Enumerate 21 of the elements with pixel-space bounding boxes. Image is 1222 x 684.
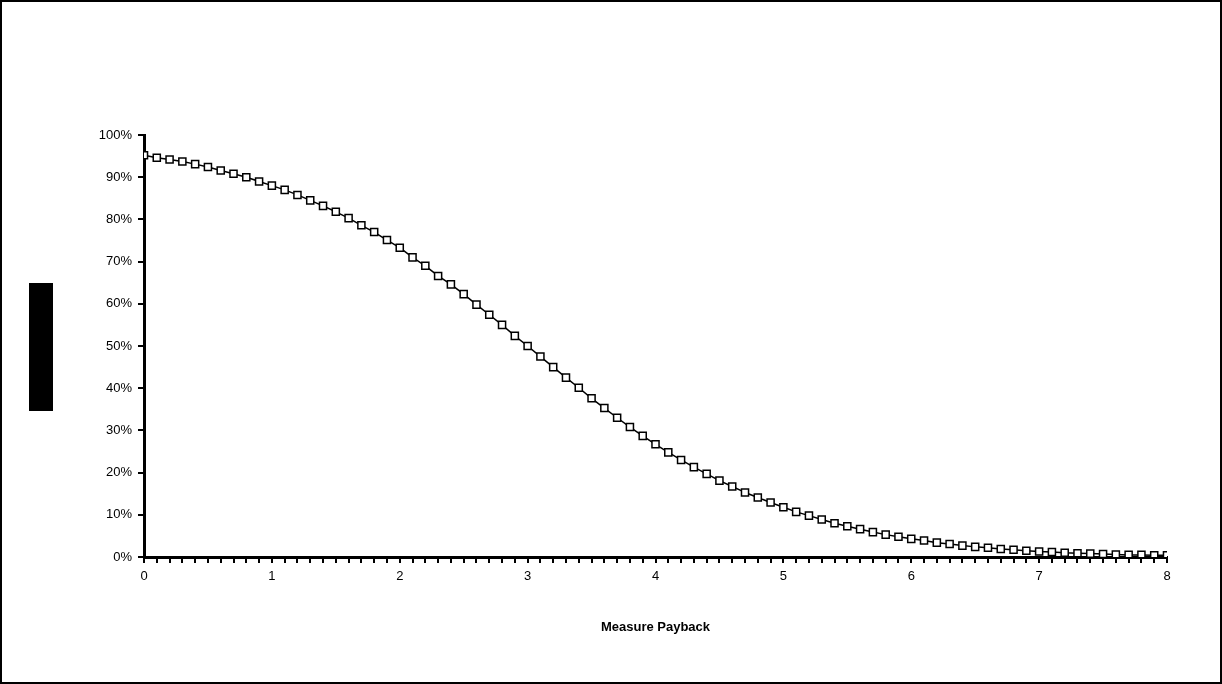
x-tick-label: 6 [907,568,915,584]
y-tick-label: 80% [105,210,133,226]
x-tick-label: 5 [779,568,787,584]
x-tick-label: 3 [524,568,532,584]
x-tick-label: 0 [140,568,148,584]
y-tick-label: 0% [113,548,133,564]
x-tick-label: 8 [1163,568,1171,584]
y-tick-label: 10% [105,506,133,522]
y-tick-label: 100% [98,126,133,142]
x-axis-title: Measure Payback [600,618,711,634]
x-tick-label: 4 [651,568,660,584]
y-tick-label: 70% [105,253,133,269]
y-tick-label: 20% [105,464,133,480]
y-tick-label: 30% [105,421,133,437]
x-tick-label: 2 [396,568,404,584]
y-tick-label: 60% [105,295,133,311]
y-tick-label: 40% [105,379,133,395]
y-tick-label: 90% [105,168,133,184]
x-tick-label: 1 [268,568,276,584]
y-tick-label: 50% [105,337,133,353]
x-tick-label: 7 [1035,568,1043,584]
